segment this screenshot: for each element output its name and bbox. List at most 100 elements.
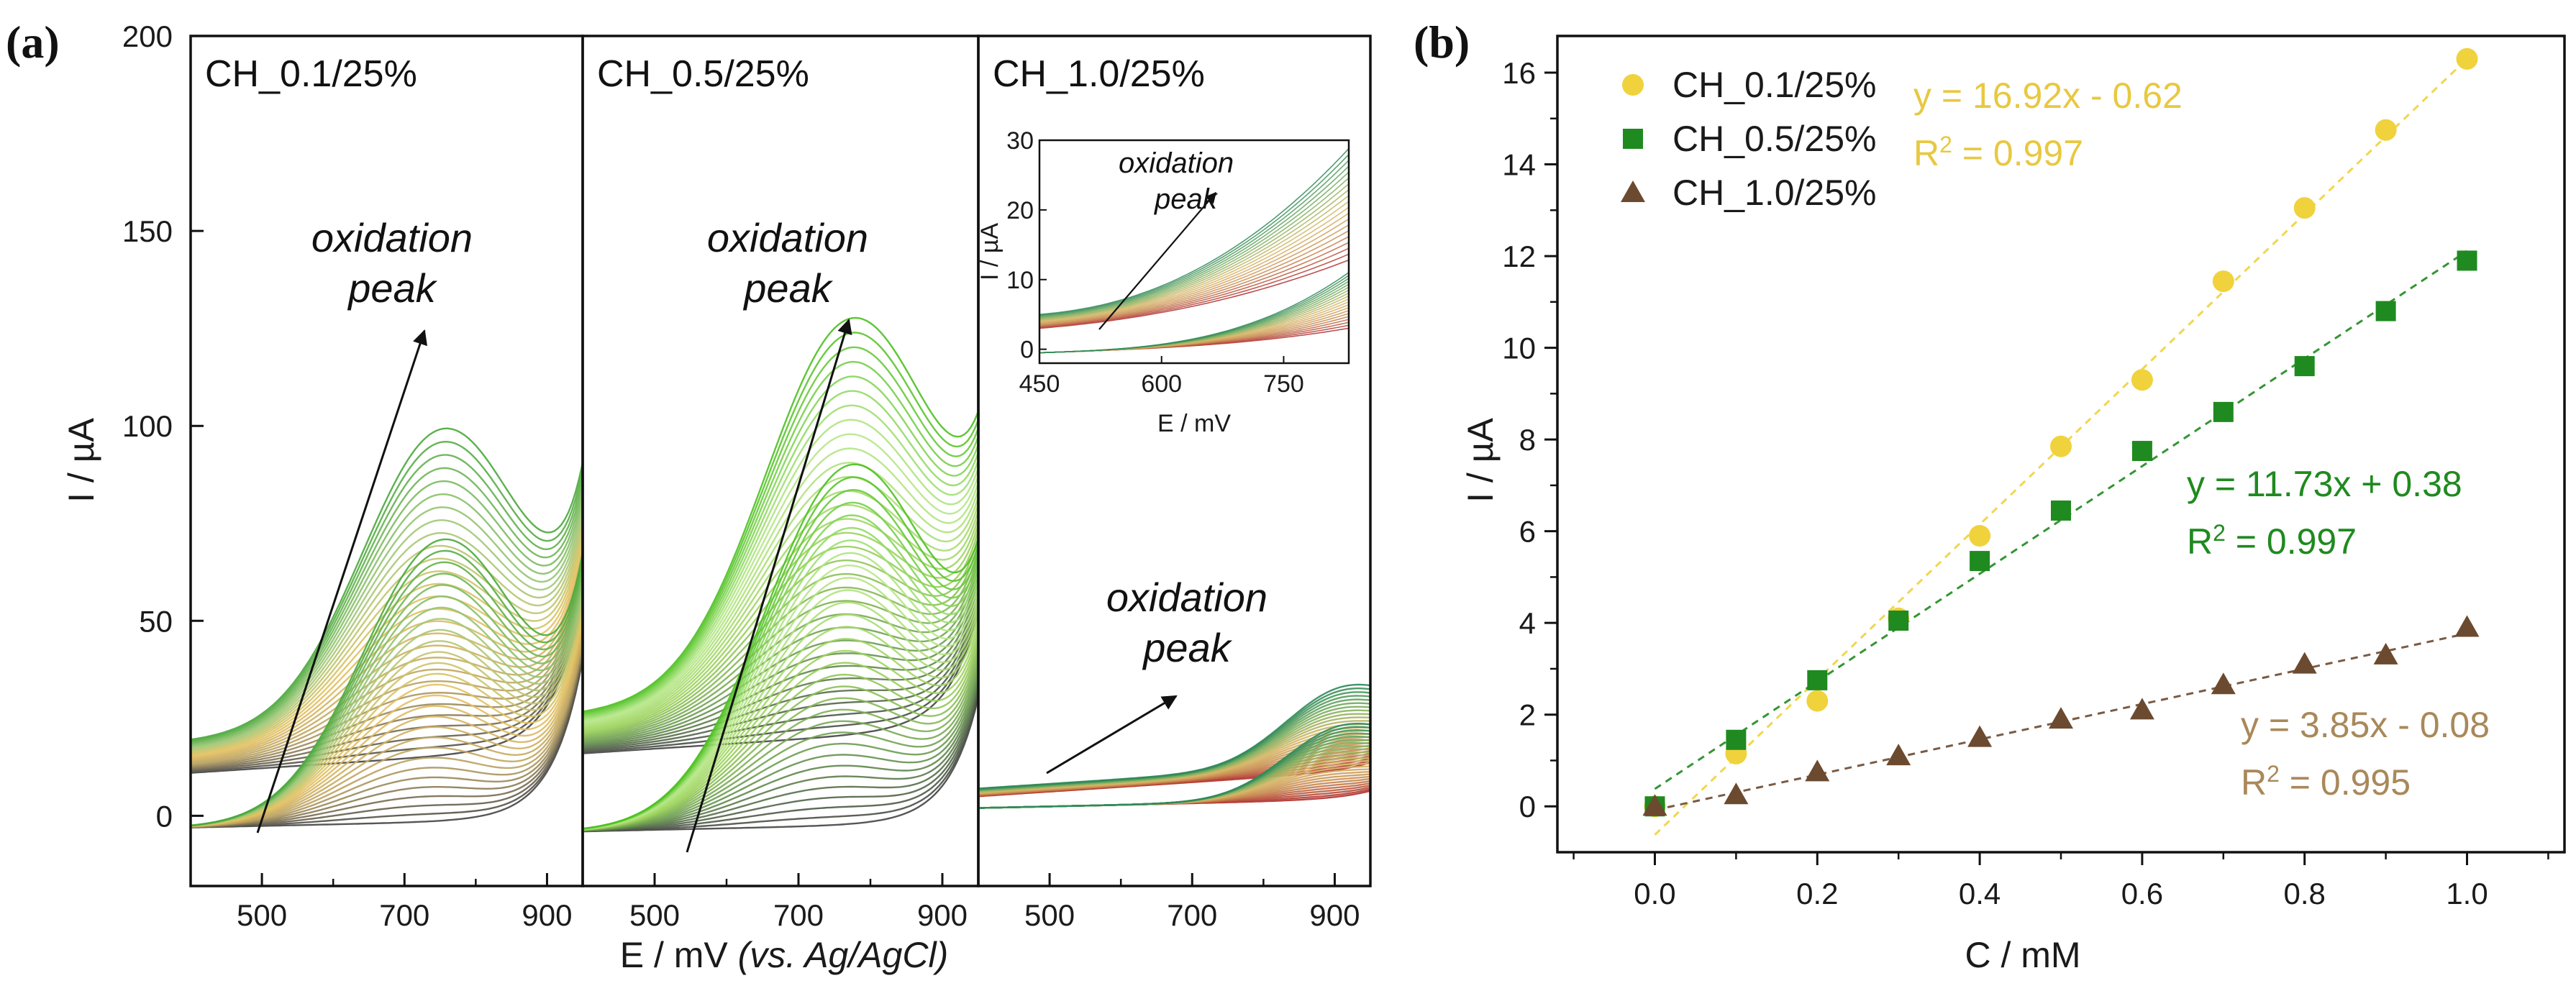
panel-a-y-ticks: 0 50 100 150 200 [122,19,204,833]
inset-curve-upper [1039,236,1349,326]
voltammogram-backward [583,360,978,716]
voltammogram-backward [583,346,978,716]
inset-curve-upper [1039,212,1349,324]
voltammogram-backward [583,419,978,722]
r-squared-value: = 0.997 [1952,133,2083,173]
voltammogram-backward [583,390,978,719]
data-point-series-2 [1807,670,1828,690]
inset-curve-upper [1039,230,1349,326]
y-tick-label: 8 [1519,423,1536,457]
data-point-series-2 [2375,301,2396,321]
y-tick-label: 2 [1519,698,1536,732]
x-tick-label: 0.8 [2284,877,2326,910]
y-tick-label: 12 [1502,239,1536,273]
r-squared-exponent: 2 [2213,520,2226,546]
x-tick-label: 500 [1024,898,1075,932]
voltammogram-backward [583,611,978,754]
voltammogram-backward [191,454,583,743]
data-point-series-3 [2049,707,2073,729]
oxidation-arrow [1046,695,1178,775]
voltammogram-forward [191,639,583,828]
voltammogram-backward [191,539,583,757]
voltammogram-backward [583,433,978,723]
voltammogram-forward [191,657,583,828]
voltammogram-forward [583,463,978,830]
inset-curve-upper [1039,160,1349,316]
y-tick-label: 100 [122,409,173,443]
y-tick-label: 200 [122,19,173,53]
x-tick-label: 900 [917,898,968,932]
data-point-series-1 [2293,197,2316,219]
curve-group [978,683,1370,809]
x-tick-label: 700 [773,898,824,932]
legend: CH_0.1/25% CH_0.5/25% CH_1.0/25% [1621,65,1877,213]
voltammogram-forward [191,651,583,828]
inset-curve-upper [1039,165,1349,317]
inset-curve-upper [1039,201,1349,322]
subpanel-3: 500 700 900 CH_1.0/25% oxidation peak 450 600 75… [976,35,1372,932]
inset-curve-upper [1039,253,1349,329]
voltammogram-backward [191,596,583,773]
inset-curve-upper [1039,183,1349,320]
data-point-series-2 [2457,250,2477,271]
legend-marker-1 [1622,74,1644,96]
voltammogram-backward [583,475,978,727]
oxidation-arrow [256,329,428,834]
voltammogram-backward [191,523,583,753]
y-tick-label: 4 [1519,606,1536,640]
inset-curve-upper [1039,171,1349,319]
voltammogram-backward [583,572,978,744]
y-tick-label: 16 [1502,56,1536,90]
voltammogram-backward [191,517,583,752]
voltammogram-backward [583,555,978,739]
fit-r-squared-2: R2 = 0.997 [2187,520,2357,562]
inset-curve-upper [1039,154,1349,316]
subpanel-title: CH_0.5/25% [597,53,809,95]
inset-y-tick-label: 0 [1020,337,1034,364]
data-point-series-1 [1969,525,1991,547]
data-point-series-3 [2454,615,2480,637]
curve-group [191,427,583,828]
data-point-series-3 [2129,698,2154,720]
data-point-series-3 [1805,759,1830,782]
voltammogram-backward [191,440,583,742]
oxidation-arrow [686,318,852,853]
x-tick-label: 500 [629,898,680,932]
voltammogram-backward [583,517,978,731]
voltammogram-backward [191,506,583,749]
voltammogram-backward [191,576,583,767]
annotation-oxidation: oxidation [707,215,868,260]
r-squared-symbol: R [2241,762,2267,803]
panel-a-x-axis-label-main: E / mV [620,935,738,975]
panel-b-plot: 0.0 0.2 0.4 0.6 0.8 1.0 0 2 4 6 8 10 12 14 16 CH_0.1/25… [1502,35,2566,910]
y-tick-label: 10 [1502,332,1536,365]
x-tick-label: 500 [237,898,287,932]
y-tick-label: 0 [156,799,173,833]
voltammogram-backward [191,480,583,746]
data-point-series-3 [1642,794,1667,816]
subpanel-title: CH_0.1/25% [205,53,417,95]
curve-group [583,316,978,833]
voltammogram-backward [191,467,583,744]
voltammogram-forward [191,645,583,828]
fit-line-2 [1654,250,2468,790]
voltammogram-forward [191,596,583,827]
voltammogram-backward [583,375,978,718]
r-squared-exponent: 2 [2267,761,2280,787]
voltammogram-forward [583,501,978,830]
y-tick-label: 14 [1502,148,1536,182]
voltammogram-backward [583,316,978,713]
panel-a-y-axis-label: I / µA [61,417,101,502]
voltammogram-backward [583,447,978,724]
data-point-series-3 [1967,725,1993,747]
panel-a-x-axis-label-ref: (vs. Ag/AgCl) [738,935,949,975]
voltammogram-forward [191,538,583,826]
data-point-series-2 [2213,401,2234,422]
y-tick-label: 6 [1519,515,1536,549]
data-point-series-1 [2131,369,2153,391]
voltammogram-backward [583,593,978,749]
annotation-peak: peak [742,265,833,311]
fit-r-squared-1: R2 = 0.997 [1913,132,2083,173]
